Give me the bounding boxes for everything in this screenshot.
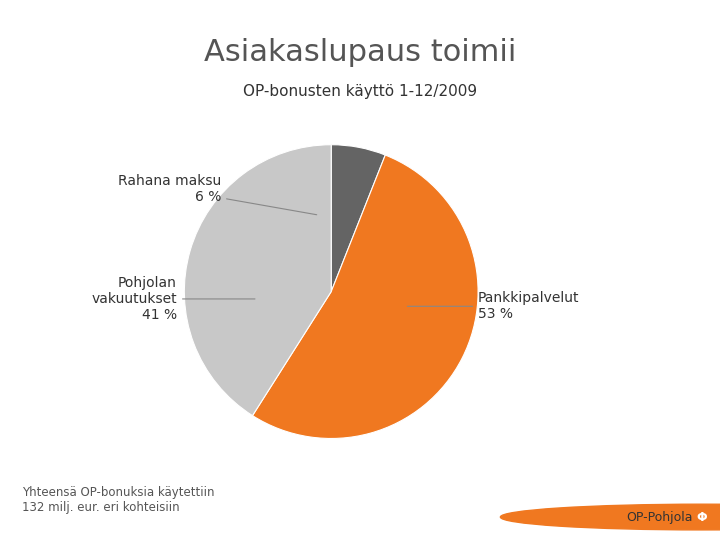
Circle shape xyxy=(500,504,720,530)
Text: Φ: Φ xyxy=(697,510,707,524)
Text: Yhteensä OP-bonuksia käytettiin
132 milj. eur. eri kohteisiin: Yhteensä OP-bonuksia käytettiin 132 milj… xyxy=(22,486,214,514)
Text: OP-Pohjola: OP-Pohjola xyxy=(626,510,693,524)
Text: OP-bonusten käyttö 1-12/2009: OP-bonusten käyttö 1-12/2009 xyxy=(243,84,477,99)
Text: Asiakaslupaus toimii: Asiakaslupaus toimii xyxy=(204,38,516,67)
Text: Pankkipalvelut
53 %: Pankkipalvelut 53 % xyxy=(408,291,580,321)
Text: Rahana maksu
6 %: Rahana maksu 6 % xyxy=(118,174,317,215)
Wedge shape xyxy=(253,155,478,438)
Wedge shape xyxy=(184,145,331,416)
Text: Pohjolan
vakuutukset
41 %: Pohjolan vakuutukset 41 % xyxy=(91,276,255,322)
Wedge shape xyxy=(331,145,385,292)
